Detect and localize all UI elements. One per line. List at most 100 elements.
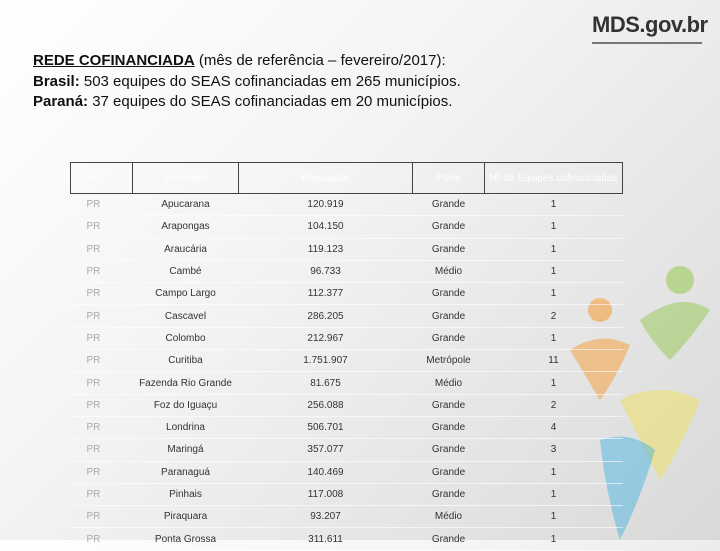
table-row: PR Ponta Grossa 311.611 Grande 1 xyxy=(70,527,623,551)
table-cell: Curitiba xyxy=(132,349,239,373)
table-cell: 11 xyxy=(484,349,623,373)
heading-text: 503 equipes do SEAS cofinanciadas em 265… xyxy=(79,72,461,90)
heading-line: Paraná: 37 equipes do SEAS cofinanciadas… xyxy=(33,92,461,113)
table-cell: 212.967 xyxy=(238,327,413,351)
table-cell: Ponta Grossa xyxy=(132,527,239,551)
table-cell: 3 xyxy=(484,438,623,462)
heading-line: REDE COFINANCIADA (mês de referência – f… xyxy=(33,51,461,72)
table-cell: Grande xyxy=(412,483,485,507)
header-cell: UF xyxy=(70,162,133,194)
table-cell: PR xyxy=(70,483,133,507)
table-cell: 112.377 xyxy=(238,282,413,306)
table-cell: 1 xyxy=(484,215,623,239)
table-cell: 2 xyxy=(484,304,623,328)
table-cell: PR xyxy=(70,238,133,261)
heading-label: Brasil: xyxy=(33,72,80,90)
table-cell: Foz do Iguaçu xyxy=(132,394,239,417)
table-cell: Cascavel xyxy=(132,304,239,328)
table-cell: 1 xyxy=(484,260,623,284)
table-cell: Grande xyxy=(412,193,485,217)
table-cell: PR xyxy=(70,215,133,239)
table-cell: Cambé xyxy=(132,260,239,284)
header-cell: Porte xyxy=(412,162,485,194)
table-cell: PR xyxy=(70,461,133,484)
table-cell: Grande xyxy=(412,461,485,484)
table-cell: Médio xyxy=(412,260,485,284)
table-cell: Médio xyxy=(412,505,485,529)
table-cell: PR xyxy=(70,416,133,440)
table-cell: Apucarana xyxy=(132,193,239,217)
table-cell: 120.919 xyxy=(238,193,413,217)
table-cell: PR xyxy=(70,349,133,373)
table-cell: Grande xyxy=(412,215,485,239)
table-cell: Grande xyxy=(412,438,485,462)
table-cell: 357.077 xyxy=(238,438,413,462)
table-cell: 117.008 xyxy=(238,483,413,507)
table-cell: 93.207 xyxy=(238,505,413,529)
table-cell: Fazenda Rio Grande xyxy=(132,371,239,395)
table-cell: PR xyxy=(70,371,133,395)
table-row: PR Piraquara 93.207 Médio 1 xyxy=(70,505,623,529)
header-cell: Nº de Equipes cofinanciadas xyxy=(484,162,623,194)
table-cell: Araucária xyxy=(132,238,239,261)
table-cell: Médio xyxy=(412,371,485,395)
table-cell: 4 xyxy=(484,416,623,440)
table-cell: 119.123 xyxy=(238,238,413,261)
table-row: PR Apucarana 120.919 Grande 1 xyxy=(70,193,623,217)
table-row: PR Pinhais 117.008 Grande 1 xyxy=(70,483,623,507)
table-cell: 311.611 xyxy=(238,527,413,551)
heading-line: Brasil: 503 equipes do SEAS cofinanciada… xyxy=(33,72,461,93)
heading: REDE COFINANCIADA (mês de referência – f… xyxy=(33,51,461,113)
header-cell: População xyxy=(238,162,413,194)
table-row: PR Fazenda Rio Grande 81.675 Médio 1 xyxy=(70,371,623,395)
table-row: PR Foz do Iguaçu 256.088 Grande 2 xyxy=(70,394,623,417)
table-row: PR Paranaguá 140.469 Grande 1 xyxy=(70,461,623,484)
table-cell: 104.150 xyxy=(238,215,413,239)
table-cell: 1 xyxy=(484,483,623,507)
table-row: PR Araucária 119.123 Grande 1 xyxy=(70,238,623,261)
table-cell: 81.675 xyxy=(238,371,413,395)
deco-head xyxy=(666,266,694,294)
heading-label: REDE COFINANCIADA xyxy=(33,52,195,69)
table-cell: PR xyxy=(70,282,133,306)
table-cell: PR xyxy=(70,327,133,351)
heading-label: Paraná: xyxy=(33,93,89,110)
table-cell: Grande xyxy=(412,282,485,306)
heading-text: 37 equipes do SEAS cofinanciadas em 20 m… xyxy=(88,93,453,110)
table-cell: PR xyxy=(70,304,133,328)
table-cell: 96.733 xyxy=(238,260,413,284)
table-cell: 1.751.907 xyxy=(238,349,413,373)
table-cell: PR xyxy=(70,260,133,284)
table-cell: Grande xyxy=(412,238,485,261)
table-cell: Paranaguá xyxy=(132,461,239,484)
table-row: PR Curitiba 1.751.907 Metrópole 11 xyxy=(70,349,623,373)
deco-body xyxy=(640,302,710,360)
table-cell: Grande xyxy=(412,527,485,551)
table-cell: Piraquara xyxy=(132,505,239,529)
table-cell: 2 xyxy=(484,394,623,417)
table-cell: Grande xyxy=(412,394,485,417)
table-row: PR Cambé 96.733 Médio 1 xyxy=(70,260,623,284)
table-cell: Grande xyxy=(412,327,485,351)
table-cell: PR xyxy=(70,394,133,417)
header-cell: Município xyxy=(132,162,239,194)
deco-body xyxy=(620,390,700,480)
table-cell: 1 xyxy=(484,193,623,217)
table-cell: 506.701 xyxy=(238,416,413,440)
header-row: UF Município População Porte Nº de Equipes c… xyxy=(70,162,623,194)
table-cell: 1 xyxy=(484,371,623,395)
table-cell: Londrina xyxy=(132,416,239,440)
table-row: PR Colombo 212.967 Grande 1 xyxy=(70,327,623,351)
table-cell: Metrópole xyxy=(412,349,485,373)
table-cell: Pinhais xyxy=(132,483,239,507)
table-cell: 286.205 xyxy=(238,304,413,328)
table-cell: Campo Largo xyxy=(132,282,239,306)
heading-text: (mês de referência – fevereiro/2017): xyxy=(194,52,446,69)
table: UF Município População Porte Nº de Equipes c… xyxy=(70,162,623,551)
table-cell: PR xyxy=(70,527,133,551)
table-cell: 140.469 xyxy=(238,461,413,484)
table-row: PR Cascavel 286.205 Grande 2 xyxy=(70,304,623,328)
logo: MDS.gov.br xyxy=(592,12,708,44)
table-cell: 1 xyxy=(484,505,623,529)
